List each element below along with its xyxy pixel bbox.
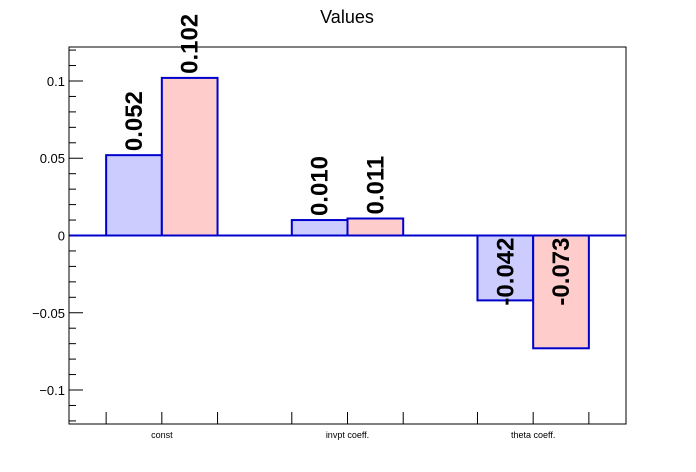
x-tick-label: invpt coeff. [326,430,369,440]
axes: −0.1 −0.05 0 0.05 0.1 const invpt coeff. theta … [32,49,590,440]
chart-title: Values [320,7,374,27]
x-tick-label: const [151,430,173,440]
bar [290,219,349,237]
data-label: 0.011 [362,156,389,215]
bars [105,76,590,350]
y-tick-label: −0.1 [39,383,65,398]
bar [346,217,405,237]
x-tick-label: theta coeff. [511,430,555,440]
data-label: 0.102 [177,14,204,74]
bar [532,234,590,350]
y-tick-label: 0.1 [47,74,65,89]
data-label: -0.073 [548,238,575,306]
y-tick-label: 0 [58,229,65,244]
y-tick-label: −0.05 [32,306,65,321]
data-labels: 0.052 0.010 -0.042 0.102 0.011 -0.073 [121,14,575,306]
data-label: 0.052 [121,91,148,151]
bar [160,76,219,237]
y-tick-label: 0.05 [40,151,65,166]
data-label: 0.010 [307,156,334,216]
data-label: -0.042 [492,238,519,306]
bar [105,154,163,237]
